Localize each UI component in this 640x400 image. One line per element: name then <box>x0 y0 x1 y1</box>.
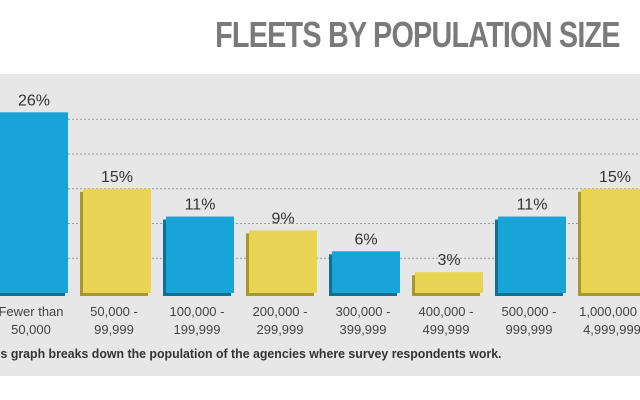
category-label: 99,999 <box>94 322 134 337</box>
category-label: 499,999 <box>423 322 470 337</box>
category-label: 299,999 <box>257 322 304 337</box>
category-label: 4,999,999 <box>583 322 640 337</box>
chart-caption: This graph breaks down the population of… <box>0 346 502 361</box>
category-label: 300,000 - <box>336 304 391 319</box>
category-label: Fewer than <box>0 304 64 319</box>
category-label: 50,000 - <box>90 304 138 319</box>
bar <box>83 188 151 293</box>
category-label: 500,000 - <box>502 304 557 319</box>
data-label: 11% <box>185 197 216 214</box>
bar <box>498 216 566 293</box>
data-label: 11% <box>517 197 548 214</box>
bar <box>249 230 317 293</box>
category-label: 100,000 - <box>170 304 225 319</box>
bar <box>581 188 640 293</box>
data-label: 6% <box>354 231 377 248</box>
data-label: 26% <box>18 92 50 109</box>
category-label: 200,000 - <box>253 304 308 319</box>
category-label: 999,999 <box>506 322 553 337</box>
category-label: 1,000,000 - <box>579 304 640 319</box>
bar <box>0 112 68 293</box>
category-label: 50,000 <box>11 322 51 337</box>
chart-title: FLEETS BY POPULATION SIZE <box>215 14 620 55</box>
bar <box>332 251 400 293</box>
data-label: 15% <box>599 169 631 186</box>
data-label: 15% <box>101 169 133 186</box>
data-label: 9% <box>271 210 294 227</box>
bar <box>415 272 483 293</box>
bar <box>166 216 234 293</box>
category-label: 400,000 - <box>419 304 474 319</box>
category-label: 399,999 <box>340 322 387 337</box>
data-label: 3% <box>437 252 460 269</box>
category-label: 199,999 <box>174 322 221 337</box>
